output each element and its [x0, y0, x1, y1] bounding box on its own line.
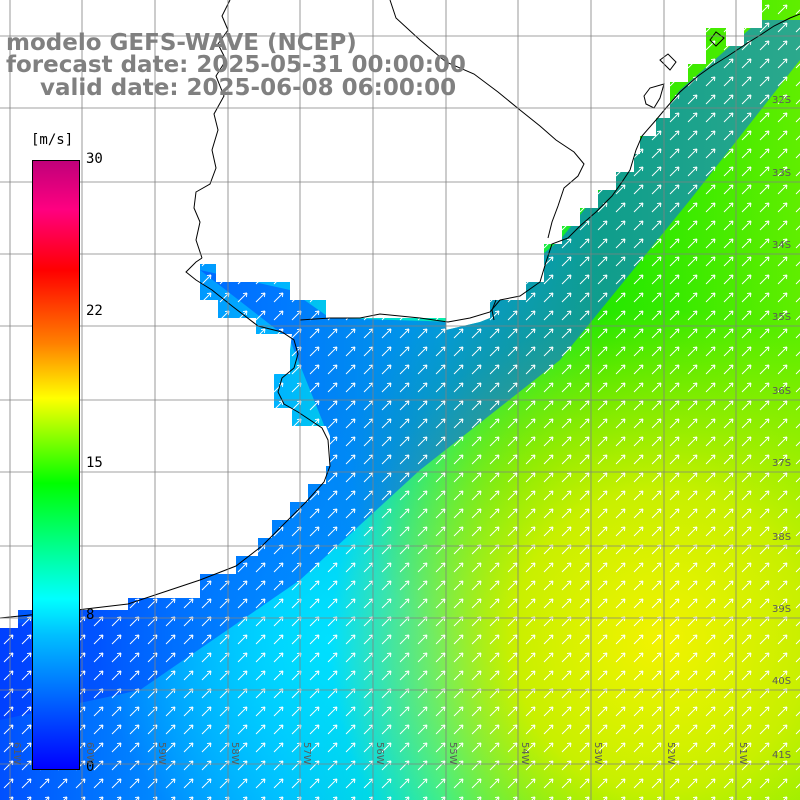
lat-label: 38S [772, 532, 792, 543]
colorbar-unit: [m/s] [31, 132, 74, 148]
lon-label: 52W [665, 742, 676, 765]
lon-label: 56W [374, 742, 385, 765]
colorbar-tick: 15 [86, 455, 103, 471]
lat-label: 40S [772, 676, 792, 687]
lon-label: 53W [592, 742, 603, 765]
lat-label: 41S [772, 750, 792, 761]
colorbar-tick: 0 [86, 759, 95, 775]
lat-label: 33S [772, 168, 792, 179]
lon-label: 58W [229, 742, 240, 765]
lat-label: 32S [772, 95, 792, 106]
coastline [0, 0, 800, 619]
lat-label: 37S [772, 458, 792, 469]
lat-label: 36S [772, 386, 792, 397]
lat-label: 34S [772, 240, 792, 251]
title-forecast-date: forecast date: 2025-05-31 00:00:00 [6, 52, 466, 78]
lat-label: 35S [772, 312, 792, 323]
lat-label: 39S [772, 604, 792, 615]
lon-label: 59W [156, 742, 167, 765]
lon-label: 54W [519, 742, 530, 765]
colorbar [32, 160, 80, 770]
lon-label: 57W [301, 742, 312, 765]
lon-label: 55W [447, 742, 458, 765]
title-model: modelo GEFS-WAVE (NCEP) [6, 30, 357, 56]
title-valid-date: valid date: 2025-06-08 06:00:00 [40, 75, 457, 101]
colorbar-tick: 30 [86, 151, 103, 167]
colorbar-tick: 22 [86, 303, 103, 319]
lon-label: 60W [84, 742, 95, 765]
colorbar-tick: 8 [86, 607, 95, 623]
lon-label: 61W [11, 742, 22, 765]
lon-label: 51W [737, 742, 748, 765]
